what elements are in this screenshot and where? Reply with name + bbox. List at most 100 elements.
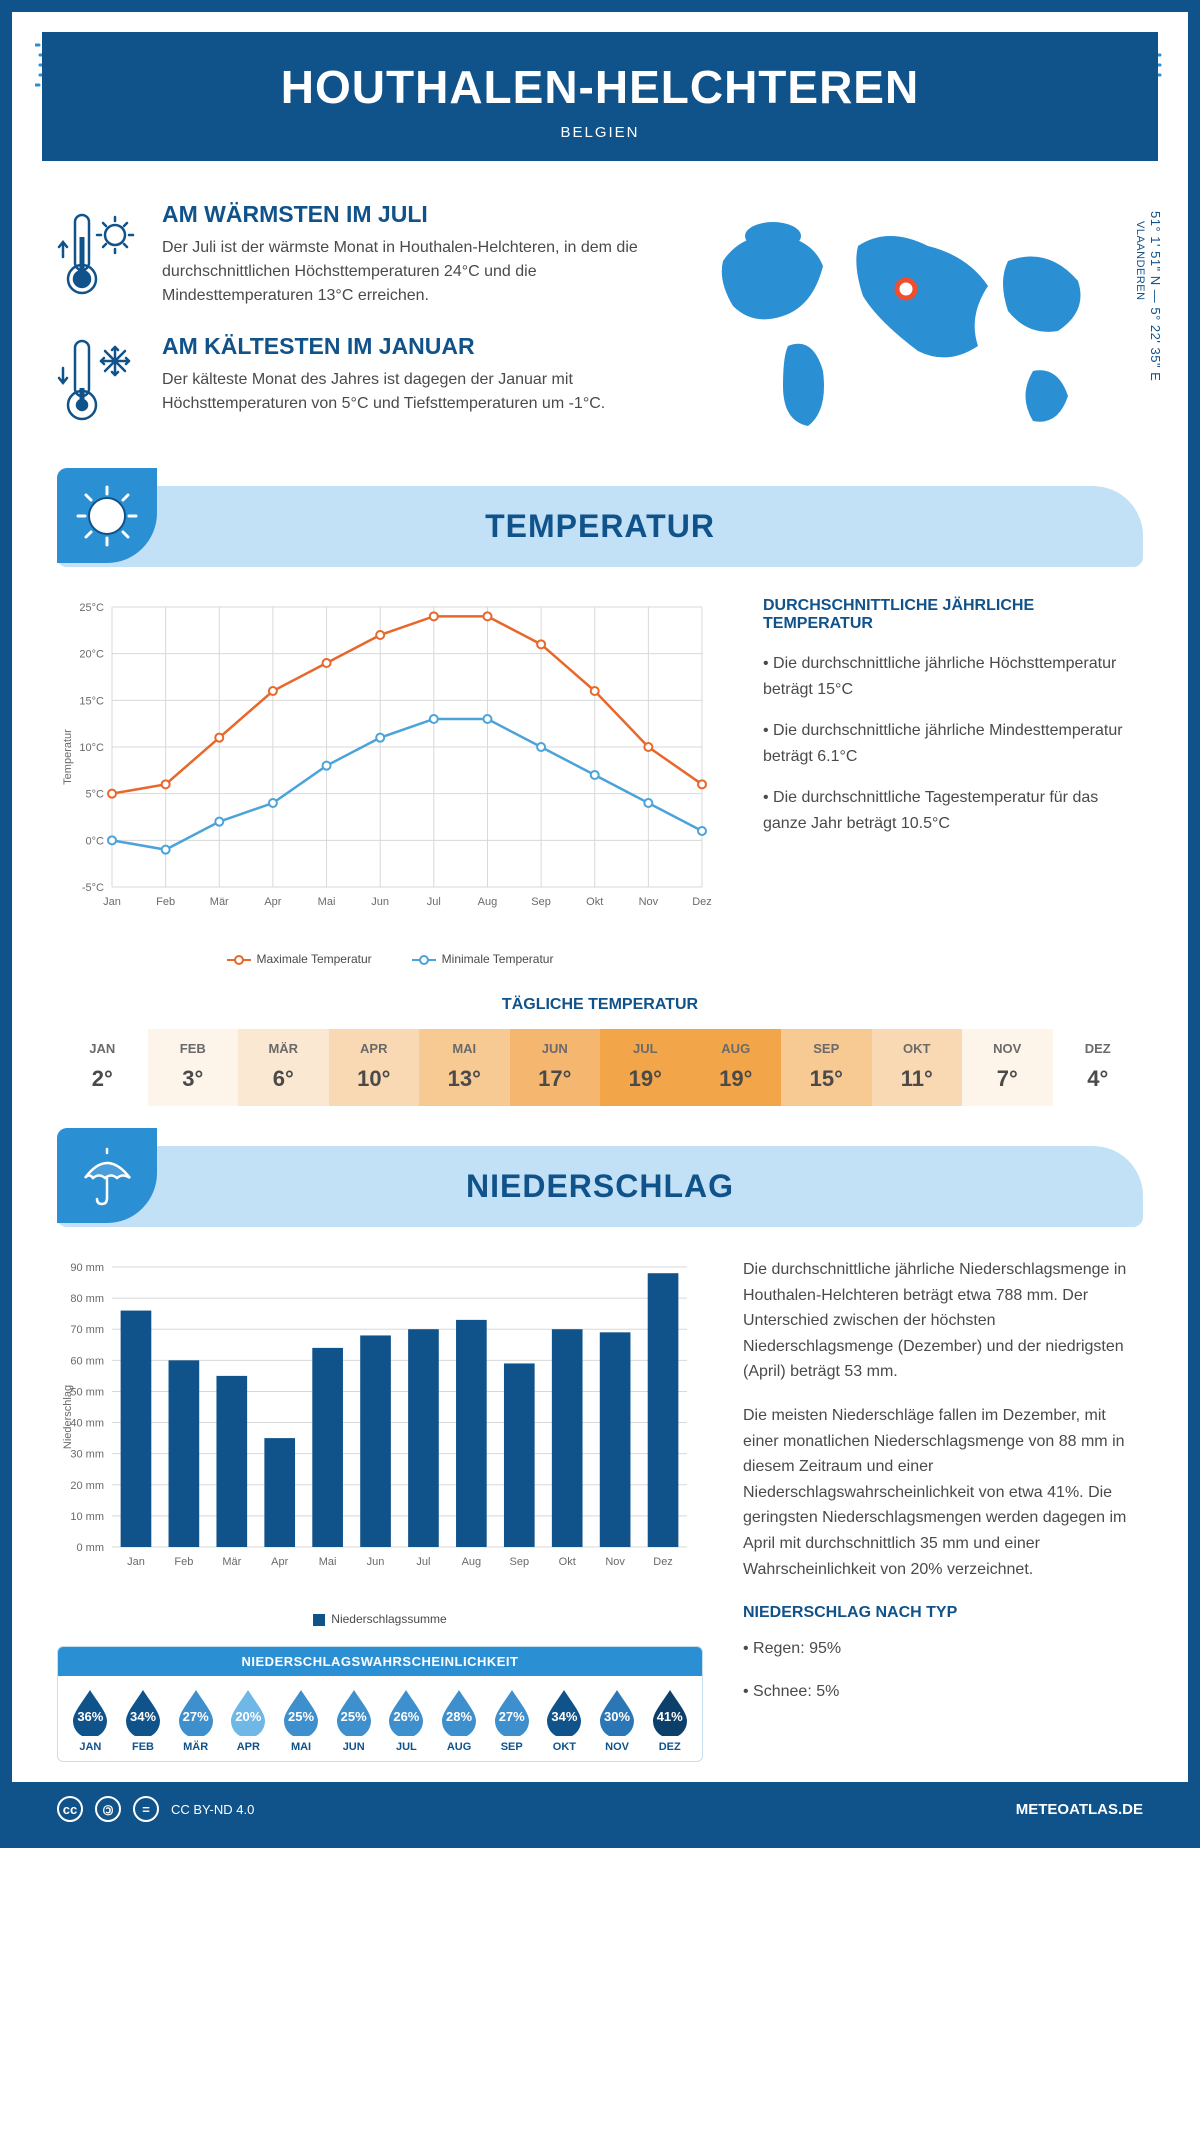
precip-type-0: • Regen: 95% [743,1636,1143,1662]
svg-text:Okt: Okt [559,1556,576,1568]
prob-cell: 28%AUG [433,1688,486,1753]
precip-p1: Die durchschnittliche jährliche Niedersc… [743,1257,1143,1385]
temp-title: TEMPERATUR [77,508,1123,545]
prob-cell: 25%MAI [275,1688,328,1753]
warmest-text: Der Juli ist der wärmste Monat in Houtha… [162,236,653,308]
precip-legend: Niederschlagssumme [57,1612,703,1626]
temp-cell: JUL19° [600,1029,691,1106]
intro-left: AM WÄRMSTEN IM JULI Der Juli ist der wär… [57,201,653,456]
prob-cell: 34%OKT [538,1688,591,1753]
temp-cell: JAN2° [57,1029,148,1106]
svg-text:5°C: 5°C [86,789,105,801]
world-map-icon [693,201,1113,451]
prob-box: NIEDERSCHLAGSWAHRSCHEINLICHKEIT 36%JAN34… [57,1646,703,1762]
svg-text:Temperatur: Temperatur [62,729,74,785]
region-value: VLAANDEREN [1134,221,1146,301]
license-text: CC BY-ND 4.0 [171,1802,254,1817]
svg-text:Nov: Nov [639,896,659,908]
legend-min: Minimale Temperatur [412,952,554,966]
svg-text:0 mm: 0 mm [77,1542,105,1554]
footer: cc 🄯 = CC BY-ND 4.0 METEOATLAS.DE [12,1782,1188,1836]
svg-text:Nov: Nov [605,1556,625,1568]
svg-text:50 mm: 50 mm [70,1386,104,1398]
svg-text:Aug: Aug [462,1556,482,1568]
svg-text:10°C: 10°C [79,742,104,754]
precip-p2: Die meisten Niederschläge fallen im Deze… [743,1403,1143,1582]
prob-cell: 27%MÄR [169,1688,222,1753]
by-icon: 🄯 [95,1796,121,1822]
svg-text:Jul: Jul [416,1556,430,1568]
svg-text:-5°C: -5°C [82,882,104,894]
temp-cell: SEP15° [781,1029,872,1106]
page: HOUTHALEN-HELCHTEREN BELGIEN [0,0,1200,1848]
precip-info: Die durchschnittliche jährliche Niedersc… [743,1257,1143,1762]
legend-precip: Niederschlagssumme [313,1612,446,1626]
sun-tab-icon [57,468,157,563]
svg-text:Sep: Sep [531,896,551,908]
temp-cell: OKT11° [872,1029,963,1106]
prob-cell: 25%JUN [327,1688,380,1753]
svg-text:Dez: Dez [692,896,712,908]
header: HOUTHALEN-HELCHTEREN BELGIEN [42,32,1158,161]
coldest-text: Der kälteste Monat des Jahres ist dagege… [162,368,653,416]
svg-text:Feb: Feb [174,1556,193,1568]
warmest-block: AM WÄRMSTEN IM JULI Der Juli ist der wär… [57,201,653,308]
daily-temp-title: TÄGLICHE TEMPERATUR [57,996,1143,1014]
temp-cell: APR10° [329,1029,420,1106]
temp-cell: AUG19° [691,1029,782,1106]
location-title: HOUTHALEN-HELCHTEREN [62,60,1138,114]
temp-line-chart: -5°C0°C5°C10°C15°C20°C25°CJanFebMärAprMa… [57,597,717,937]
temp-cell: NOV7° [962,1029,1053,1106]
temp-bullet-2: • Die durchschnittliche Tagestemperatur … [763,785,1143,836]
precip-section-header: NIEDERSCHLAG [57,1146,1143,1227]
svg-text:Jan: Jan [127,1556,145,1568]
precip-type-title: NIEDERSCHLAG NACH TYP [743,1600,1143,1626]
svg-text:60 mm: 60 mm [70,1355,104,1367]
world-map-block: 51° 1' 51" N — 5° 22' 35" E VLAANDEREN [693,201,1143,456]
coldest-block: AM KÄLTESTEN IM JANUAR Der kälteste Mona… [57,333,653,428]
coord-value: 51° 1' 51" N — 5° 22' 35" E [1148,211,1163,381]
prob-cell: 36%JAN [64,1688,117,1753]
svg-text:Dez: Dez [653,1556,673,1568]
svg-text:80 mm: 80 mm [70,1293,104,1305]
prob-cell: 34%FEB [117,1688,170,1753]
svg-text:90 mm: 90 mm [70,1262,104,1274]
precip-left: 0 mm10 mm20 mm30 mm40 mm50 mm60 mm70 mm8… [57,1257,703,1762]
svg-text:30 mm: 30 mm [70,1449,104,1461]
daily-temp-table: JAN2°FEB3°MÄR6°APR10°MAI13°JUN17°JUL19°A… [57,1029,1143,1106]
thermometer-sun-icon [57,201,142,308]
temp-bullet-1: • Die durchschnittliche jährliche Mindes… [763,718,1143,769]
svg-text:10 mm: 10 mm [70,1511,104,1523]
warmest-title: AM WÄRMSTEN IM JULI [162,201,653,228]
svg-text:Niederschlag: Niederschlag [62,1385,74,1449]
svg-text:0°C: 0°C [86,835,105,847]
prob-cell: 20%APR [222,1688,275,1753]
prob-cell: 30%NOV [591,1688,644,1753]
svg-text:Apr: Apr [264,896,281,908]
temp-cell: MAI13° [419,1029,510,1106]
svg-text:40 mm: 40 mm [70,1418,104,1430]
svg-text:15°C: 15°C [79,695,104,707]
svg-text:Mai: Mai [318,896,336,908]
precip-body: 0 mm10 mm20 mm30 mm40 mm50 mm60 mm70 mm8… [57,1257,1143,1762]
coldest-title: AM KÄLTESTEN IM JANUAR [162,333,653,360]
umbrella-tab-icon [57,1128,157,1223]
temp-legend: Maximale Temperatur Minimale Temperatur [57,952,723,966]
prob-row: 36%JAN34%FEB27%MÄR20%APR25%MAI25%JUN26%J… [58,1676,702,1761]
content: AM WÄRMSTEN IM JULI Der Juli ist der wär… [12,191,1188,1782]
country-subtitle: BELGIEN [62,124,1138,141]
temp-bullet-0: • Die durchschnittliche jährliche Höchst… [763,651,1143,702]
temp-info-title: DURCHSCHNITTLICHE JÄHRLICHE TEMPERATUR [763,597,1143,633]
svg-text:Aug: Aug [478,896,498,908]
temp-chart: -5°C0°C5°C10°C15°C20°C25°CJanFebMärAprMa… [57,597,723,966]
temp-cell: JUN17° [510,1029,601,1106]
svg-text:Mär: Mär [222,1556,241,1568]
svg-text:Okt: Okt [586,896,603,908]
temp-cell: DEZ4° [1053,1029,1144,1106]
brand-text: METEOATLAS.DE [1016,1801,1143,1818]
svg-text:Jul: Jul [427,896,441,908]
svg-text:25°C: 25°C [79,602,104,614]
svg-text:Jan: Jan [103,896,121,908]
svg-text:Mai: Mai [319,1556,337,1568]
intro-row: AM WÄRMSTEN IM JULI Der Juli ist der wär… [57,201,1143,456]
